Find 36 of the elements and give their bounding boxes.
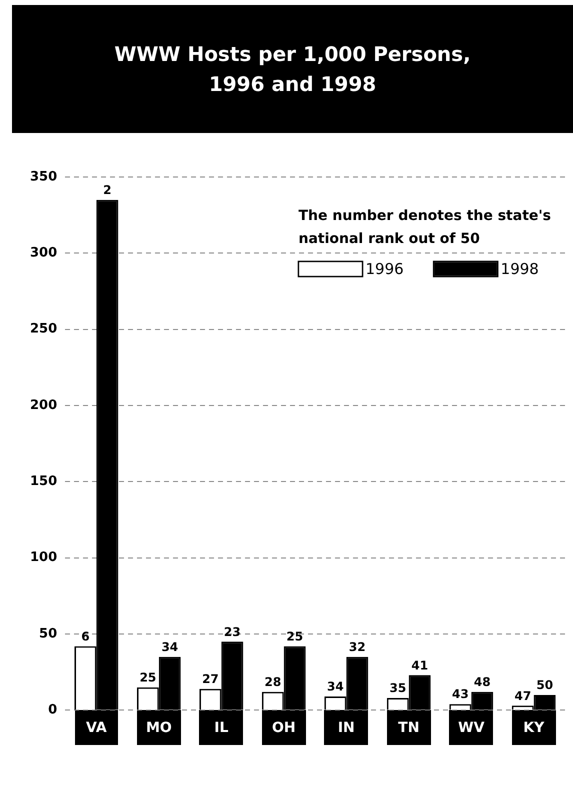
y-tick-label: 350 <box>30 169 58 184</box>
annotation: 35 <box>390 681 406 696</box>
y-tick-label: 250 <box>30 322 58 337</box>
x-tick-label: WV <box>458 720 485 736</box>
x-tick-label: IN <box>338 720 355 736</box>
annotation: 34 <box>327 680 344 694</box>
x-tick-label: KY <box>523 720 546 736</box>
x-tick-label: OH <box>272 720 296 736</box>
y-tick-label: 150 <box>30 474 58 490</box>
x-tick-label: VA <box>86 720 107 736</box>
annotation: 41 <box>411 658 428 672</box>
annotation: 25 <box>286 629 304 644</box>
annotation: 6 <box>81 629 90 644</box>
x-tick-label: MO <box>146 720 172 736</box>
x-tick-label: TN <box>398 720 420 736</box>
annotation: 48 <box>474 675 491 690</box>
legend-title: The number denotes the state's national rank out of 50 <box>298 208 552 248</box>
annotation: 32 <box>348 640 366 654</box>
annotation: 23 <box>224 624 241 639</box>
annotation: 47 <box>514 688 532 703</box>
annotation: 34 <box>161 640 178 654</box>
y-tick-label: 0 <box>48 702 58 718</box>
y-tick-label: 300 <box>30 246 58 261</box>
x-tick-label: IL <box>214 720 228 736</box>
annotation: 27 <box>202 672 219 686</box>
chart-title: WWW Hosts per 1,000 Persons, 1996 and 1998 <box>113 41 472 98</box>
annotation: 43 <box>452 687 469 702</box>
legend-label: 1998 <box>500 260 539 278</box>
annotation: 25 <box>140 670 156 684</box>
y-tick-label: 50 <box>39 626 58 642</box>
annotation: 2 <box>103 182 112 197</box>
y-tick-label: 200 <box>30 398 58 413</box>
annotation: 50 <box>536 678 554 692</box>
legend-label: 1996 <box>365 260 404 278</box>
y-tick-label: 100 <box>30 550 58 566</box>
annotation: 28 <box>264 675 282 690</box>
